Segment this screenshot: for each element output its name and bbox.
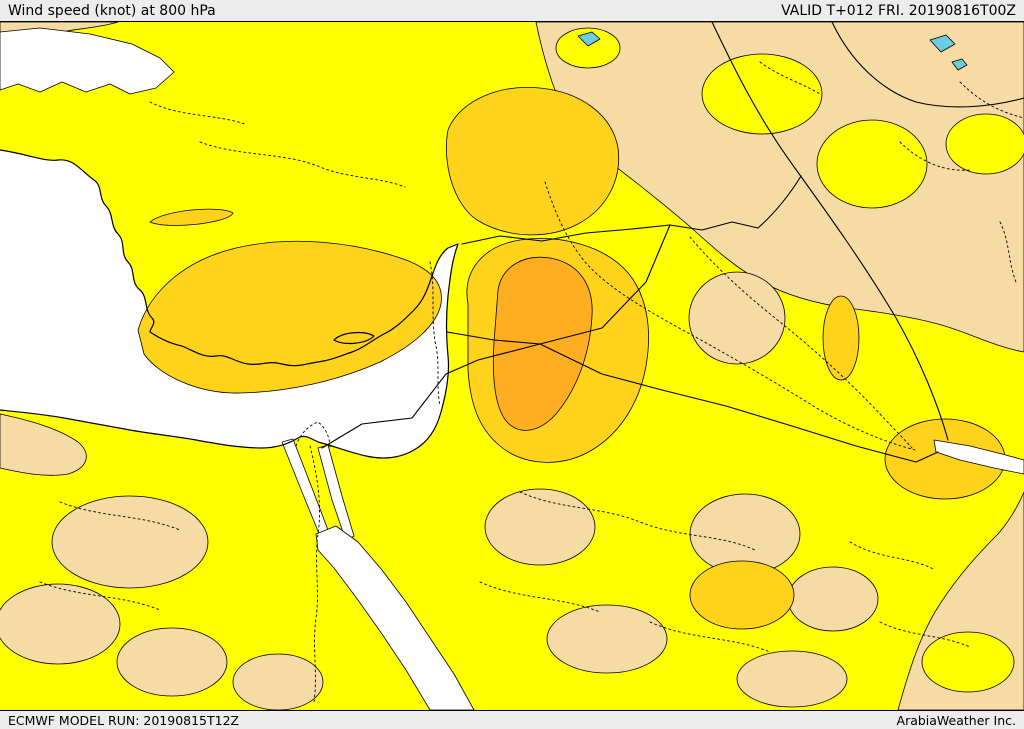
band-strong-syria [445,87,620,236]
dotted-line-iran-3 [999,221,1017,283]
border-caucasus [831,22,1024,108]
band-moderate-patch-4 [555,27,621,69]
border-turkey-iraq [757,175,802,229]
wind-map [0,22,1024,710]
border-jordan-iraq [446,331,541,345]
header-bar: Wind speed (knot) at 800 hPa VALID T+012… [0,0,1024,22]
band-light-egypt-2 [0,583,121,665]
valid-time-label: VALID T+012 FRI. 20190816T00Z [781,2,1016,19]
band-light-arabia-1 [484,488,596,566]
band-light-arabia-2 [546,604,668,674]
lake-tuz [577,31,601,47]
river-euphrates [544,181,916,451]
page-title: Wind speed (knot) at 800 hPa [8,2,216,19]
border-iran [711,22,949,441]
band-light-arabia-5 [736,650,848,708]
footer-bar: ECMWF MODEL RUN: 20190815T12Z ArabiaWeat… [0,710,1024,729]
dotted-line-iran-2 [899,141,971,171]
band-light-west-coast [0,413,87,476]
band-strong-west-anatolia-sliver [149,208,234,226]
dotted-line-arabia-3 [649,621,771,653]
band-light-egypt-3 [116,627,228,697]
band-strong-east-sliver [822,295,860,381]
border-jordan-saudi-zigzag [321,343,541,449]
band-strong-south-arabia [689,560,795,630]
dotted-line-northeast [759,61,821,95]
sea-persian-gulf [933,439,1024,475]
map-area [0,22,1024,710]
lake-urmia [929,34,956,53]
band-light-egypt-1 [51,495,209,589]
dotted-line-egypt-1 [59,501,181,531]
dotted-line-anatolia-1 [199,141,406,188]
band-light-west-iraq [688,271,786,365]
sea-mediterranean [0,150,458,458]
dotted-line-egypt-2 [39,581,161,611]
model-run-label: ECMWF MODEL RUN: 20190815T12Z [8,712,240,728]
band-light-egypt-4 [232,653,324,710]
dotted-line-arabia-4 [849,541,936,571]
dotted-line-arabia-2 [479,581,601,613]
border-syria-iraq [539,224,671,345]
band-light-arabia-4 [787,566,879,632]
band-strong-anatolia [137,240,442,394]
river-nile [309,445,320,703]
sea-red-sea [315,525,475,710]
coastline-mediterranean [0,149,459,459]
band-moderate-patch-5 [921,631,1015,693]
band-moderate-patch-2 [816,119,928,209]
band-moderate-patch-3 [945,113,1024,175]
dotted-line-anatolia-2 [149,101,246,125]
river-nile-delta [295,421,331,449]
band-moderate-patch-1 [701,53,823,135]
sea-black-sea [0,27,175,95]
border-saudi-iraq [539,343,939,463]
island-cyprus [333,331,375,345]
border-turkey-syria-iraq [461,221,759,245]
lake-small-east [951,58,968,71]
brand-label: ArabiaWeather Inc. [896,712,1016,728]
dotted-line-southeast [879,621,971,648]
